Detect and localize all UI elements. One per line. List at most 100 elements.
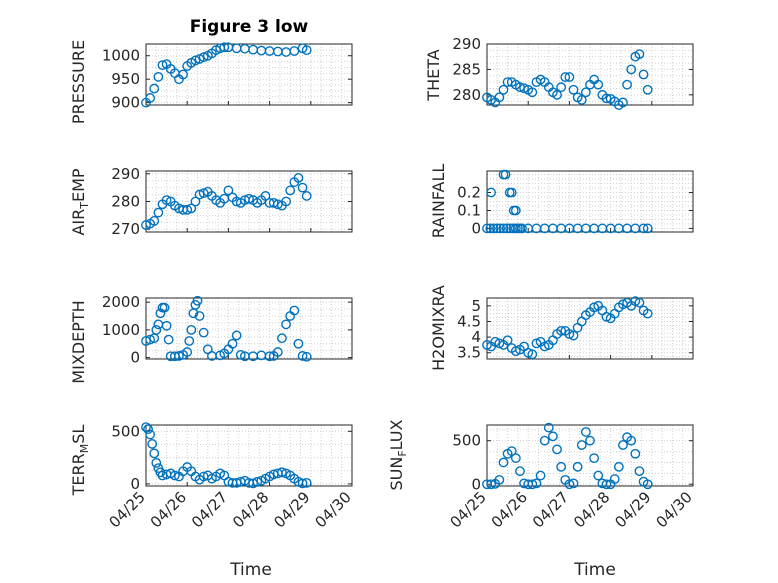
data-point <box>485 223 496 234</box>
data-point <box>281 196 291 207</box>
data-point <box>502 335 513 346</box>
data-point <box>556 223 567 234</box>
data-point <box>293 173 304 183</box>
data-point <box>580 427 591 437</box>
data-point <box>190 196 201 207</box>
panel-pressure: 900 950 1000 <box>102 42 353 112</box>
data-point <box>272 46 283 57</box>
data-point <box>182 347 193 357</box>
ylabel-air-temp: AIRTEMP <box>69 168 91 235</box>
y-tick-label: 280 <box>452 86 481 104</box>
data-point <box>145 93 156 103</box>
y-tick-label: 500 <box>452 432 481 450</box>
data-point <box>601 93 612 104</box>
data-point <box>548 223 558 234</box>
data-point <box>543 422 554 433</box>
data-point <box>564 479 575 490</box>
data-point <box>153 319 164 330</box>
axes-frame <box>486 297 694 360</box>
data-point <box>535 470 546 481</box>
x-tick-label: 04/25 <box>106 488 149 531</box>
data-point <box>219 42 230 53</box>
data-point <box>285 185 296 196</box>
data-point <box>589 453 600 464</box>
data-point <box>178 69 188 80</box>
xlabel-right: Time <box>573 560 616 580</box>
data-point <box>519 83 529 94</box>
data-point <box>252 476 263 487</box>
data-point <box>634 466 645 477</box>
data-point <box>593 79 604 90</box>
data-point <box>488 223 499 234</box>
data-point <box>568 330 579 341</box>
data-point <box>289 46 300 56</box>
data-point <box>301 45 312 55</box>
data-point <box>301 477 312 488</box>
data-point <box>638 223 649 234</box>
data-point <box>630 223 641 234</box>
axes-frame <box>486 170 694 233</box>
x-tick-label: 04/25 <box>447 488 490 531</box>
data-point <box>552 89 562 100</box>
data-point <box>510 453 521 464</box>
data-point <box>593 470 604 481</box>
axes-frame <box>145 43 353 106</box>
data-point <box>527 479 538 490</box>
data-point <box>231 330 242 341</box>
data-point <box>231 43 242 54</box>
data-point <box>622 79 632 90</box>
data-point <box>642 308 653 319</box>
x-tick-label: 04/27 <box>529 488 572 531</box>
data-point <box>527 87 538 98</box>
y-tick-label: 285 <box>452 60 481 78</box>
data-point <box>494 474 505 485</box>
data-point <box>297 351 308 361</box>
y-tick-label: 0 <box>471 219 481 237</box>
data-point <box>630 448 641 459</box>
x-tick-label: 04/27 <box>188 488 231 531</box>
data-point <box>256 350 267 361</box>
data-point <box>491 223 502 234</box>
data-point <box>256 45 267 56</box>
y-tick-label: 270 <box>111 220 140 238</box>
data-point <box>147 439 158 449</box>
data-point <box>486 479 497 490</box>
data-point <box>486 187 497 198</box>
data-point <box>556 461 567 472</box>
panel-theta: 280 285 290 <box>452 35 694 110</box>
axes-frame <box>486 43 694 106</box>
data-point <box>289 305 300 316</box>
data-point <box>223 185 234 196</box>
data-point <box>151 324 162 335</box>
y-tick-label: 0.1 <box>457 201 481 219</box>
data-point <box>576 440 587 450</box>
data-point <box>613 223 624 234</box>
x-tick-label: 04/28 <box>570 488 613 531</box>
y-tick-label: 280 <box>111 193 140 211</box>
data-point <box>597 223 608 234</box>
y-tick-label: 950 <box>111 70 140 88</box>
data-point <box>589 223 600 234</box>
ylabel-pressure: PRESSURE <box>69 40 88 124</box>
y-tick-label: 4.5 <box>457 312 481 330</box>
y-tick-label: 290 <box>111 165 140 183</box>
x-tick-label: 04/29 <box>611 488 654 531</box>
data-point <box>642 223 653 234</box>
data-point <box>145 334 156 345</box>
data-point <box>297 182 308 193</box>
data-point <box>564 72 575 82</box>
data-point <box>235 349 246 360</box>
data-point <box>153 207 164 218</box>
y-tick-label: 5 <box>471 297 481 315</box>
data-point <box>613 461 624 472</box>
data-point <box>539 435 550 446</box>
x-tick-label: 04/30 <box>653 488 696 531</box>
data-point <box>626 435 637 446</box>
data-point <box>580 223 591 234</box>
ylabel-sun-flux: SUNFLUX <box>387 419 409 490</box>
y-tick-label: 0 <box>130 349 140 367</box>
data-point <box>174 351 184 361</box>
x-tick-label: 04/28 <box>229 488 272 531</box>
data-point <box>277 467 287 478</box>
y-tick-label: 0 <box>471 475 481 493</box>
